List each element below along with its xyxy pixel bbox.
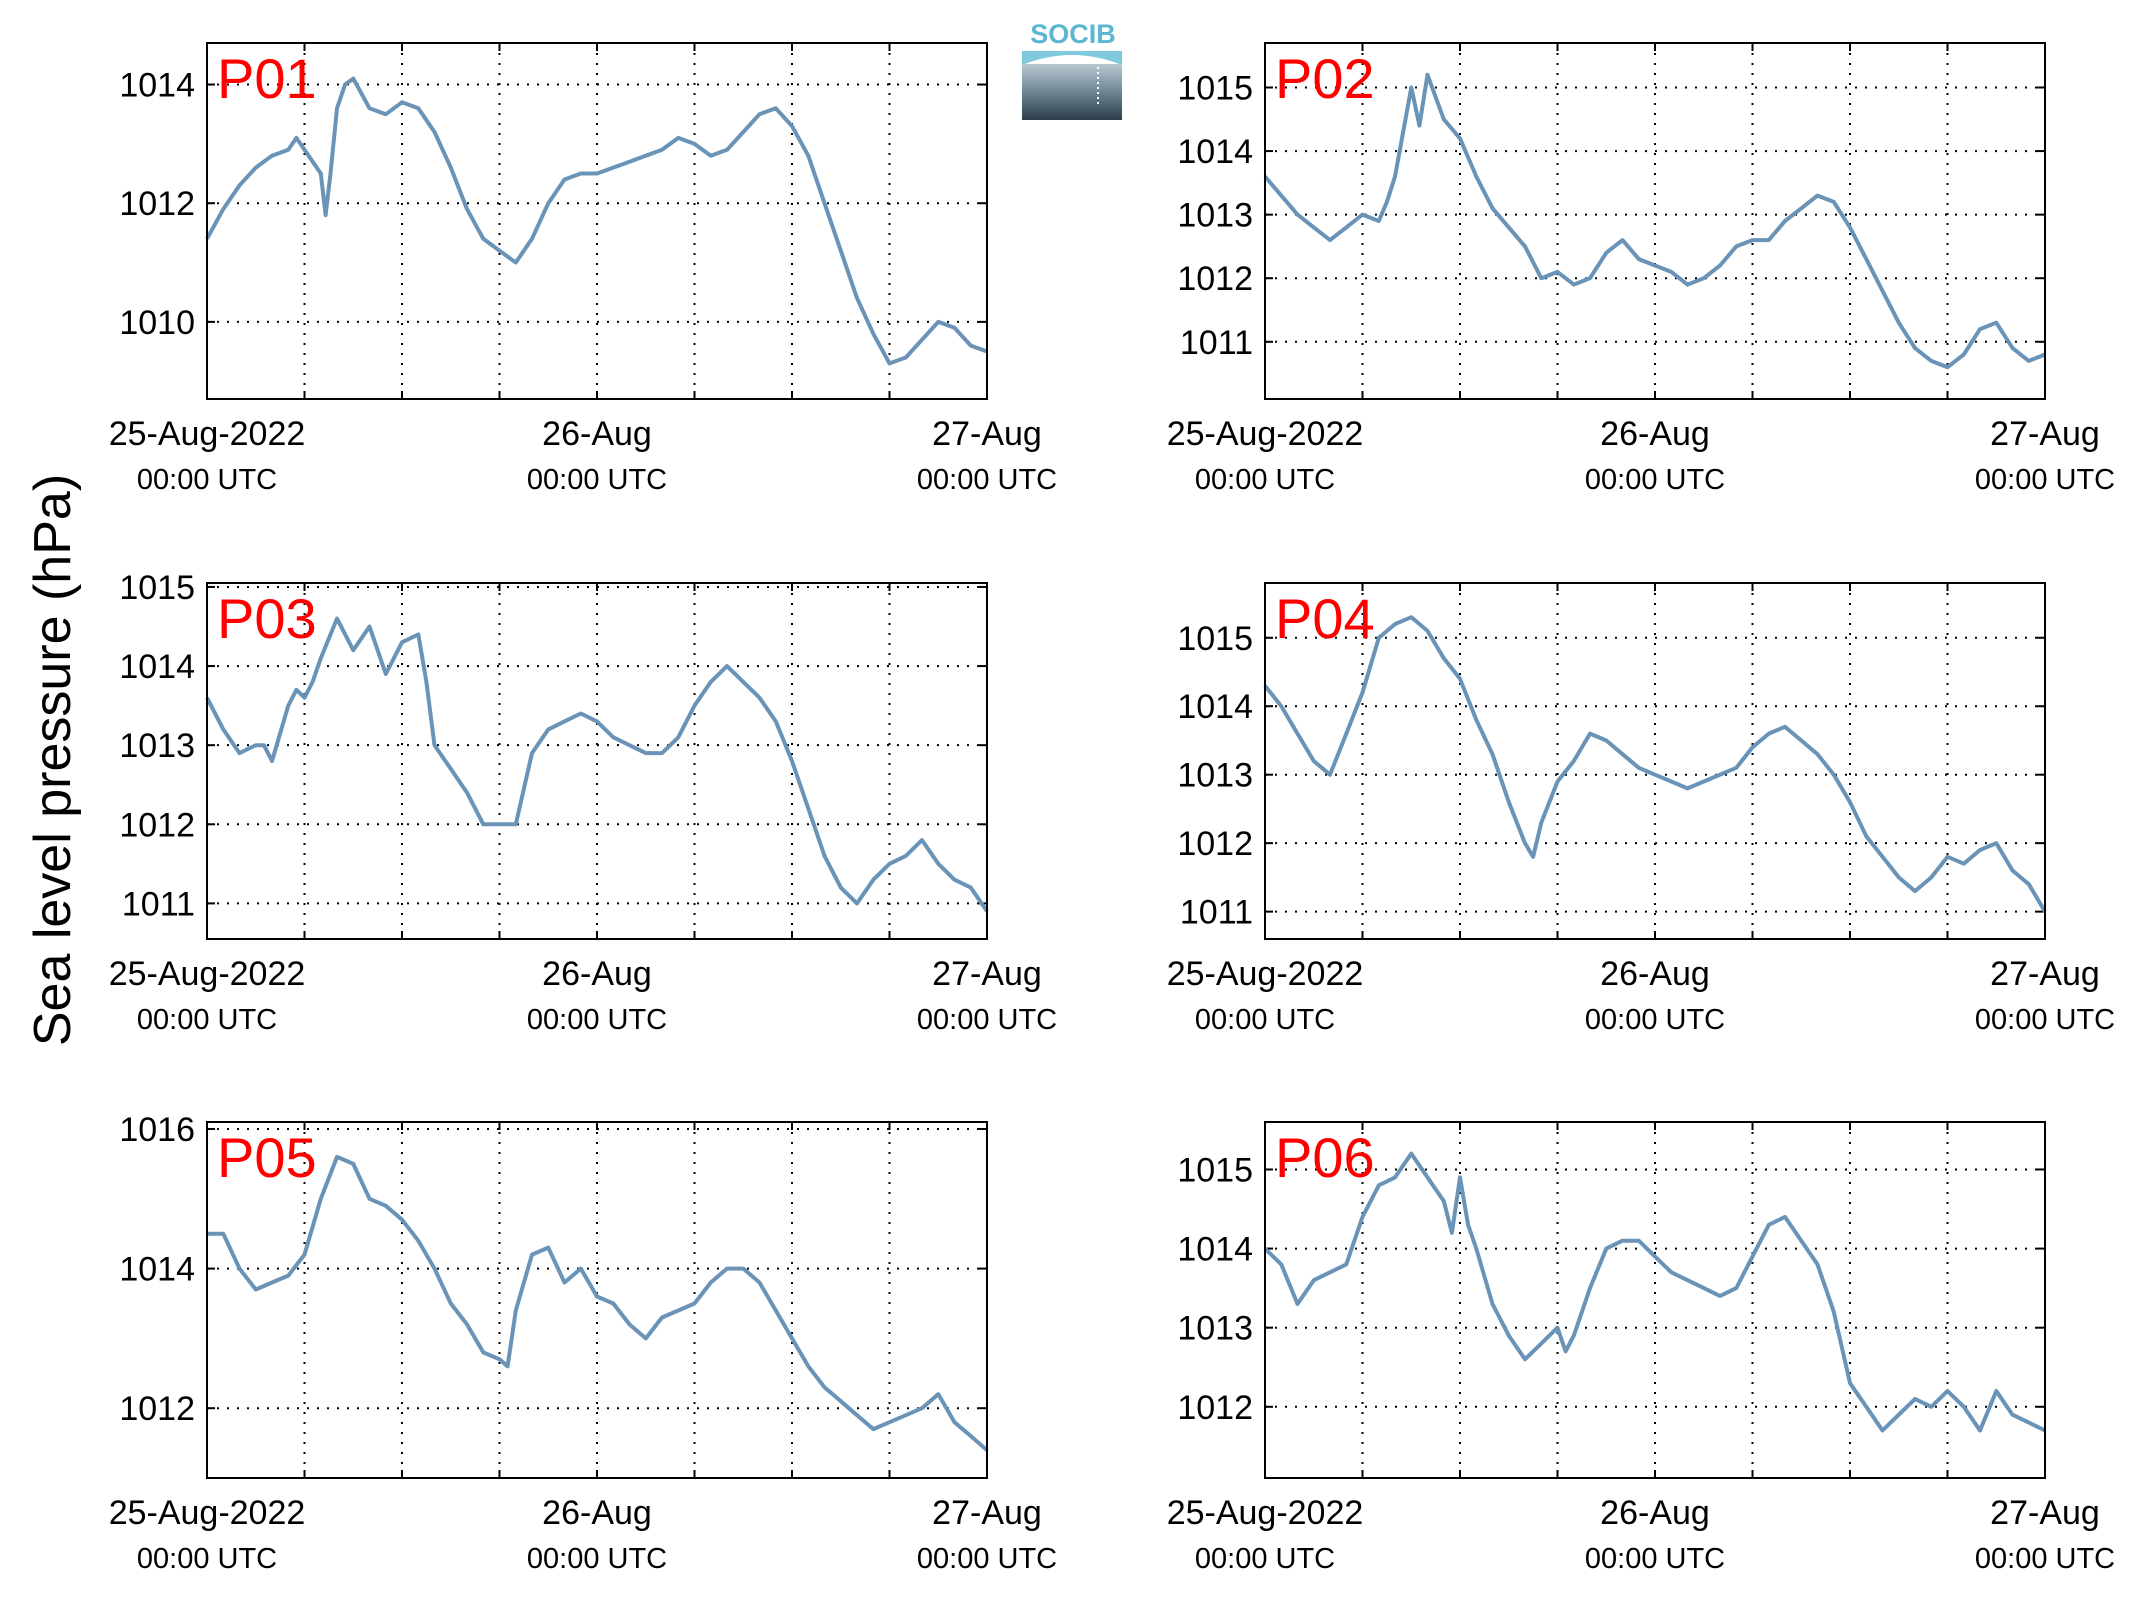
panel-label: P03 — [217, 587, 317, 650]
panel-label: P06 — [1275, 1126, 1375, 1189]
x-tick-date-label: 26-Aug — [542, 415, 652, 453]
x-tick-time-label: 00:00 UTC — [1195, 1004, 1335, 1036]
plot-frame — [206, 582, 988, 940]
y-tick-label: 1011 — [1180, 894, 1253, 932]
x-tick-time-label: 00:00 UTC — [1975, 464, 2115, 496]
x-tick-time-label: 00:00 UTC — [917, 1543, 1057, 1575]
y-tick-label: 1015 — [1177, 70, 1253, 108]
x-tick-time-label: 00:00 UTC — [1585, 464, 1725, 496]
y-tick-label: 1010 — [119, 304, 195, 342]
plot-frame — [1264, 42, 2046, 400]
x-tick-time-label: 00:00 UTC — [137, 1004, 277, 1036]
x-tick-time-label: 00:00 UTC — [137, 464, 277, 496]
x-tick-date-label: 27-Aug — [1990, 415, 2100, 453]
x-tick-time-label: 00:00 UTC — [527, 1543, 667, 1575]
x-tick-date-label: 26-Aug — [1600, 1494, 1710, 1532]
x-tick-date-label: 27-Aug — [1990, 955, 2100, 993]
panel-label: P02 — [1275, 47, 1375, 110]
y-tick-label: 1012 — [119, 185, 195, 223]
series-line — [1263, 72, 2046, 370]
y-tick-label: 1012 — [1177, 825, 1253, 863]
x-tick-time-label: 00:00 UTC — [1195, 1543, 1335, 1575]
y-tick-label: 1013 — [1177, 1310, 1253, 1348]
y-tick-label: 1014 — [1177, 688, 1253, 726]
series-line — [1263, 1151, 2046, 1433]
x-tick-date-label: 27-Aug — [932, 1494, 1042, 1532]
x-tick-date-label: 26-Aug — [542, 955, 652, 993]
x-tick-date-label: 25-Aug-2022 — [109, 955, 306, 993]
y-tick-label: 1014 — [119, 648, 195, 686]
y-tick-label: 1011 — [1180, 324, 1253, 362]
chart-panel-p06: 1012 1013 1014 1015 25-Aug-2022 00:00 UTC 26-A… — [1167, 1121, 2115, 1575]
x-tick-date-label: 25-Aug-2022 — [1167, 415, 1364, 453]
plot-frame — [1264, 582, 2046, 940]
panel-label: P04 — [1275, 587, 1375, 650]
series-line — [1263, 615, 2047, 913]
x-tick-date-label: 27-Aug — [932, 955, 1042, 993]
y-tick-label: 1012 — [1177, 1389, 1253, 1427]
x-tick-time-label: 00:00 UTC — [137, 1543, 277, 1575]
x-tick-date-label: 26-Aug — [542, 1494, 652, 1532]
chart-panels: 1010 1012 1014 25-Aug-2022 00:00 UTC 26-Aug 00… — [109, 42, 2115, 1575]
y-tick-label: 1012 — [1177, 260, 1253, 298]
y-tick-label: 1016 — [119, 1111, 195, 1149]
x-tick-date-label: 25-Aug-2022 — [109, 1494, 306, 1532]
panel-label: P05 — [217, 1126, 317, 1189]
panel-label: P01 — [217, 47, 317, 110]
x-tick-date-label: 26-Aug — [1600, 415, 1710, 453]
chart-panel-p04: 1011 1012 1013 1014 1015 25-Aug-2022 00:00 UTC… — [1167, 582, 2115, 1036]
x-tick-date-label: 25-Aug-2022 — [1167, 1494, 1364, 1532]
x-tick-time-label: 00:00 UTC — [527, 1004, 667, 1036]
x-tick-date-label: 27-Aug — [1990, 1494, 2100, 1532]
x-tick-time-label: 00:00 UTC — [917, 1004, 1057, 1036]
x-tick-time-label: 00:00 UTC — [1975, 1004, 2115, 1036]
y-tick-label: 1013 — [1177, 757, 1253, 795]
series-line — [207, 1154, 989, 1452]
y-tick-label: 1014 — [119, 67, 195, 105]
chart-panel-p05: 1012 1014 1016 25-Aug-2022 00:00 UTC 26-Aug 00… — [109, 1111, 1057, 1575]
series-line — [205, 616, 989, 913]
chart-panel-p03: 1011 1012 1013 1014 1015 25-Aug-2022 00:00 UTC… — [109, 569, 1057, 1036]
socib-logo: SOCIB — [1022, 19, 1122, 120]
y-tick-label: 1012 — [119, 1390, 195, 1428]
series-line — [205, 76, 988, 366]
x-tick-time-label: 00:00 UTC — [1195, 464, 1335, 496]
plot-frame — [206, 1121, 988, 1479]
chart-panel-p02: 1011 1012 1013 1014 1015 25-Aug-2022 00:00 UTC… — [1167, 42, 2115, 496]
chart-panel-p01: 1010 1012 1014 25-Aug-2022 00:00 UTC 26-Aug 00… — [109, 42, 1057, 496]
y-tick-label: 1014 — [1177, 1231, 1253, 1269]
logo-text: SOCIB — [1030, 19, 1116, 49]
y-tick-label: 1014 — [1177, 133, 1253, 171]
x-tick-time-label: 00:00 UTC — [1585, 1543, 1725, 1575]
x-tick-date-label: 26-Aug — [1600, 955, 1710, 993]
y-tick-label: 1013 — [119, 727, 195, 765]
plot-frame — [206, 42, 988, 400]
x-tick-time-label: 00:00 UTC — [1585, 1004, 1725, 1036]
y-tick-label: 1013 — [1177, 197, 1253, 235]
x-tick-time-label: 00:00 UTC — [917, 464, 1057, 496]
x-tick-time-label: 00:00 UTC — [527, 464, 667, 496]
y-axis-label: Sea level pressure (hPa) — [24, 474, 82, 1046]
y-tick-label: 1015 — [119, 569, 195, 607]
plot-frame — [1264, 1121, 2046, 1479]
x-tick-date-label: 25-Aug-2022 — [1167, 955, 1364, 993]
x-tick-date-label: 27-Aug — [932, 415, 1042, 453]
y-tick-label: 1015 — [1177, 1151, 1253, 1189]
x-tick-time-label: 00:00 UTC — [1975, 1543, 2115, 1575]
x-tick-date-label: 25-Aug-2022 — [109, 415, 306, 453]
y-tick-label: 1014 — [119, 1251, 195, 1289]
y-tick-label: 1012 — [119, 806, 195, 844]
y-tick-label: 1015 — [1177, 620, 1253, 658]
y-tick-label: 1011 — [122, 885, 195, 923]
